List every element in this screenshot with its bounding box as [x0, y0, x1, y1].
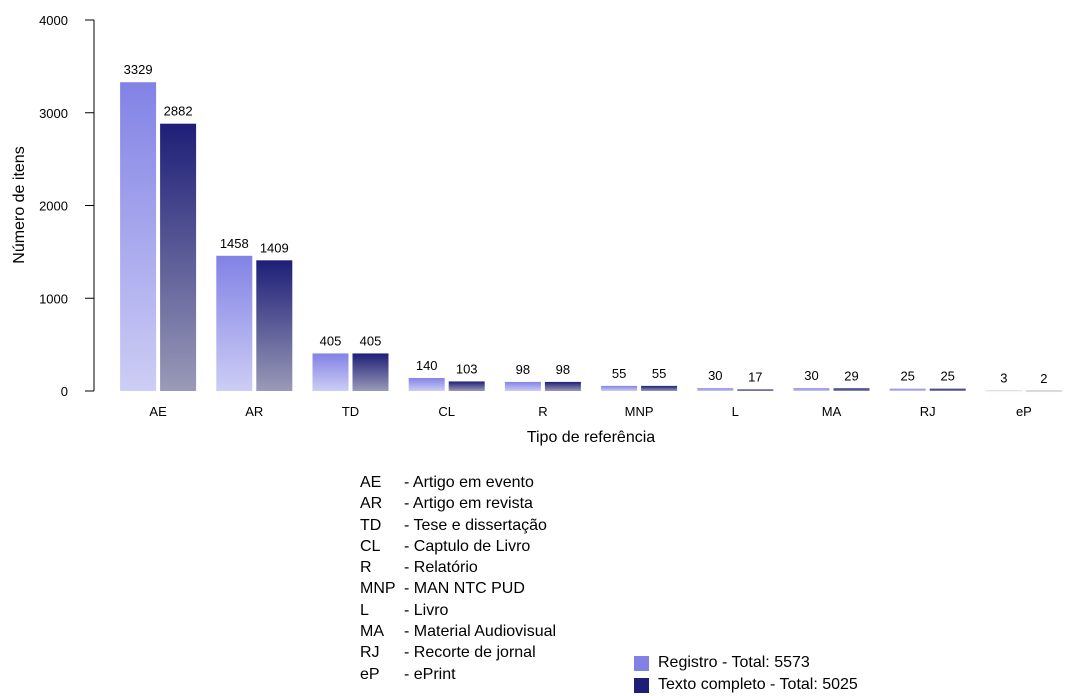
- abbreviation-code: CL: [360, 537, 381, 555]
- data-label: 2: [1040, 371, 1047, 386]
- data-label: 1458: [220, 236, 249, 251]
- legend-label: Texto completo - Total: 5025: [658, 676, 858, 693]
- bar: [737, 389, 774, 391]
- abbreviation-code: MNP: [360, 580, 396, 598]
- x-tick-label: RJ: [920, 404, 936, 419]
- x-tick-label: MA: [822, 404, 842, 419]
- abbreviation-row: AR - Artigo em revista: [360, 493, 556, 514]
- abbreviation-row: MNP - MAN NTC PUD: [360, 578, 556, 599]
- y-axis-title: Número de itens: [11, 146, 28, 263]
- data-label: 140: [416, 358, 438, 373]
- bar: [312, 353, 349, 391]
- legend: Registro - Total: 5573 Texto completo - …: [634, 652, 858, 696]
- bar: [160, 123, 197, 391]
- abbreviation-description: - Relatório: [404, 559, 478, 577]
- abbreviation-row: AE - Artigo em evento: [360, 472, 556, 493]
- bar: [504, 381, 541, 391]
- abbreviation-row: RJ - Recorte de jornal: [360, 642, 556, 663]
- abbreviation-row: L - Livro: [360, 600, 556, 621]
- abbreviation-code: TD: [360, 516, 382, 534]
- abbreviation-list: AE - Artigo em evento AR - Artigo em revist…: [360, 472, 556, 685]
- abbreviation-description: - Artigo em evento: [404, 474, 534, 491]
- data-label: 1409: [260, 240, 289, 255]
- abbreviation-code: AR: [360, 495, 383, 513]
- data-label: 2882: [164, 104, 193, 119]
- abbreviation-code: R: [360, 559, 372, 577]
- data-label: 55: [612, 366, 626, 381]
- y-tick-label: 1000: [39, 291, 68, 306]
- data-label: 25: [940, 369, 954, 384]
- x-tick-label: AR: [245, 404, 263, 419]
- data-label: 55: [652, 366, 666, 381]
- bar: [544, 381, 581, 391]
- abbreviation-code: eP: [360, 665, 380, 683]
- x-tick-label: eP: [1016, 404, 1032, 419]
- data-label: 103: [456, 361, 478, 376]
- bar: [120, 82, 157, 391]
- abbreviation-row: R - Relatório: [360, 557, 556, 578]
- bar: [641, 385, 678, 391]
- bar: [216, 255, 253, 391]
- data-label: 30: [708, 368, 722, 383]
- legend-swatch-icon: [634, 655, 649, 671]
- abbreviation-description: - MAN NTC PUD: [404, 580, 525, 598]
- data-label: 98: [556, 362, 570, 377]
- abbreviation-row: MA - Material Audiovisual: [360, 621, 556, 642]
- abbreviation-code: MA: [360, 623, 384, 641]
- axes: 0 1000 2000 3000 4000: [39, 13, 95, 399]
- bar: [256, 260, 293, 391]
- bars: [120, 82, 1062, 392]
- data-labels: AE 3329 2882 AR 1458 1409 TD 405 405 CL 140 103 R 98 9…: [124, 62, 1048, 419]
- abbreviation-description: - ePrint: [404, 665, 456, 683]
- abbreviation-code: RJ: [360, 644, 380, 662]
- x-tick-label: MNP: [625, 404, 654, 419]
- abbreviation-code: AE: [360, 474, 382, 491]
- data-label: 17: [748, 369, 762, 384]
- abbreviation-description: - Tese e dissertação: [404, 516, 547, 534]
- abbreviation-description: - Material Audiovisual: [404, 623, 557, 641]
- x-tick-label: AE: [149, 404, 167, 419]
- abbreviation-description: - Captulo de Livro: [404, 537, 531, 555]
- abbreviation-row: eP - ePrint: [360, 664, 556, 685]
- data-label: 30: [804, 368, 818, 383]
- data-label: 405: [320, 333, 342, 348]
- legend-swatch-icon: [634, 677, 649, 693]
- data-label: 3329: [124, 62, 153, 77]
- y-tick-label: 4000: [39, 13, 68, 28]
- x-axis-title: Tipo de referência: [527, 429, 655, 446]
- bar: [697, 388, 734, 391]
- bar: [833, 388, 870, 391]
- data-label: 3: [1000, 371, 1007, 386]
- y-tick-label: 3000: [39, 106, 68, 121]
- x-tick-label: L: [732, 404, 739, 419]
- bar: [929, 388, 966, 391]
- bar: [889, 388, 926, 391]
- abbreviation-code: L: [360, 601, 369, 619]
- data-label: 29: [844, 368, 858, 383]
- abbreviation-row: CL - Captulo de Livro: [360, 536, 556, 557]
- abbreviation-row: TD - Tese e dissertação: [360, 515, 556, 536]
- abbreviation-description: - Artigo em revista: [404, 495, 533, 513]
- bar: [448, 381, 485, 391]
- bar-chart: 0 1000 2000 3000 4000 AE 3329 2882 AR 1458 1409 TD…: [11, 13, 1062, 446]
- abbreviation-description: - Livro: [404, 601, 449, 619]
- x-tick-label: R: [538, 404, 547, 419]
- bar: [1025, 390, 1062, 392]
- data-label: 25: [900, 369, 914, 384]
- data-label: 405: [360, 333, 382, 348]
- abbreviation-description: - Recorte de jornal: [404, 644, 536, 662]
- legend-label: Registro - Total: 5573: [658, 654, 810, 671]
- y-tick-label: 2000: [39, 199, 68, 214]
- bar: [985, 390, 1022, 392]
- data-label: 98: [516, 362, 530, 377]
- legend-item-registro: Registro - Total: 5573: [634, 652, 858, 674]
- bar: [352, 353, 389, 391]
- y-tick-label: 0: [61, 384, 68, 399]
- x-tick-label: TD: [342, 404, 359, 419]
- legend-item-texto-completo: Texto completo - Total: 5025: [634, 674, 858, 696]
- bar: [601, 385, 638, 391]
- bar: [793, 388, 830, 391]
- bar: [408, 378, 445, 391]
- x-tick-label: CL: [438, 404, 455, 419]
